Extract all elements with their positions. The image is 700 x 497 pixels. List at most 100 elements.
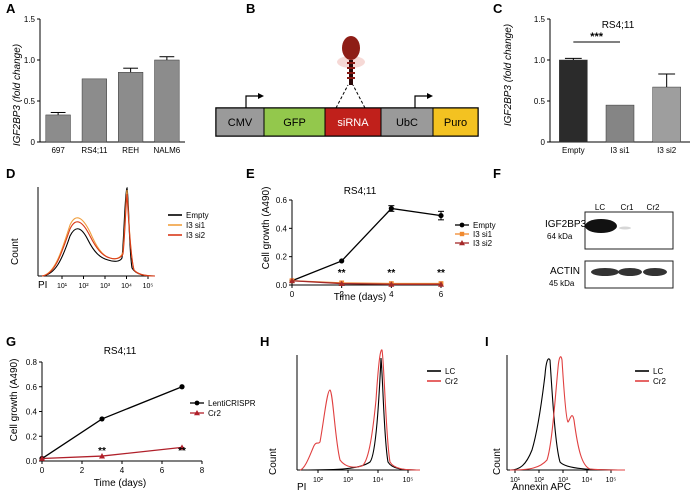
- cmv-promoter-arrow: [245, 95, 262, 108]
- panel-d-xtick-label: 10³: [100, 283, 111, 290]
- panel-e-xtick-label: 2: [339, 290, 344, 299]
- blot-row-name-1: ACTIN: [550, 266, 580, 277]
- panel-g-ytick-label: 0.8: [26, 358, 38, 367]
- panel-i-xtick-label: 10⁴: [582, 477, 593, 484]
- panel-c-significance-label: ***: [590, 31, 604, 43]
- panel-e-series-line: [291, 280, 441, 285]
- panel-d-xlabel: PI: [38, 280, 47, 291]
- panel-label-c: C: [493, 1, 503, 16]
- panel-a-ytick-label: 0: [31, 138, 36, 147]
- blot-lane-0: LC: [595, 203, 605, 212]
- ubc-promoter-arrow: [414, 95, 431, 108]
- panel-e-legend-label: I3 si1: [473, 230, 493, 239]
- band-lc-actin: [591, 268, 619, 276]
- panel-e-xlabel: Time (days): [334, 292, 386, 303]
- panel-d-xtick-label: 10¹: [57, 283, 68, 290]
- panel-c-ytick-label: 0: [541, 138, 546, 147]
- panel-label-g: G: [6, 334, 16, 349]
- panel-d-histogram-curve: [41, 193, 156, 277]
- panel-c-bar: [652, 86, 681, 143]
- panel-g-legend-label: Cr2: [208, 409, 221, 418]
- panel-i-xtick-label: 10²: [534, 477, 545, 484]
- panel-a-category-label: NALM6: [154, 146, 181, 155]
- panel-e-series-line: [291, 207, 442, 282]
- cmv-arrowhead-icon: [258, 93, 264, 99]
- panel-label-b: B: [246, 1, 255, 16]
- panel-i-xlabel: Annexin APC: [512, 482, 571, 493]
- construct-label-cmv: CMV: [228, 117, 253, 129]
- panel-e-xtick-label: 6: [439, 290, 444, 299]
- panel-g-series-line: [41, 446, 183, 460]
- panel-e-legend-label: Empty: [473, 221, 496, 230]
- panel-g-ytick-label: 0.0: [26, 457, 38, 466]
- band-cr1-actin: [618, 268, 642, 276]
- panel-e-point: [388, 205, 394, 212]
- panel-d-xtick-label: 10⁵: [143, 283, 154, 290]
- panel-e-ytick-label: 0.6: [276, 196, 288, 205]
- panel-i-legend-label: Cr2: [653, 377, 666, 386]
- panel-e-point: [438, 281, 444, 287]
- panel-i-ylabel: Count: [492, 448, 503, 475]
- panel-a-ytick-label: 0.5: [24, 97, 36, 106]
- panel-i-xtick-label: 10¹: [510, 477, 521, 484]
- band-cr2-actin: [643, 268, 667, 276]
- panel-e-point: [438, 212, 444, 219]
- panel-g-legend-marker: [194, 400, 200, 406]
- construct-label-gfp: GFP: [283, 117, 306, 129]
- panel-g-point: [179, 444, 185, 450]
- panel-h-xtick-label: 10⁴: [373, 477, 384, 484]
- construct-block-gfp: [263, 107, 326, 137]
- panel-a-bar-chart: IGF2BP3 (fold change) 0 0.5 1.0 1.5 697 RS4;1…: [12, 15, 185, 155]
- panel-c-category-label: I3 si1: [610, 146, 630, 155]
- blot-lane-1: Cr1: [621, 203, 634, 212]
- panel-e-point: [388, 281, 395, 287]
- panel-c-ytick-label: 1.5: [534, 15, 546, 24]
- panel-g-ytick-label: 0.2: [26, 432, 38, 441]
- panel-d-ylabel: Count: [10, 238, 21, 265]
- panel-h-xlabel: PI: [297, 482, 306, 493]
- panel-e-xtick-label: 0: [290, 290, 295, 299]
- panel-a-ylabel: IGF2BP3 (fold change): [12, 44, 23, 146]
- panel-c-title: RS4;11: [602, 20, 635, 31]
- panel-a-ytick-label: 1.0: [24, 56, 36, 65]
- panel-e-ytick-label: 0.4: [276, 224, 288, 233]
- panel-d-histogram-curve: [41, 186, 156, 277]
- panel-h-ylabel: Count: [268, 448, 279, 475]
- panel-h-xtick-label: 10³: [343, 477, 354, 484]
- panel-g-series-line: [41, 386, 183, 460]
- panel-g-line-chart: RS4;11 Cell growth (A490) Time (days) 0.…: [9, 346, 256, 489]
- panel-e-significance-label: **: [338, 268, 346, 279]
- blot-lane-2: Cr2: [647, 203, 660, 212]
- panel-f-western-blot: IGF2BP3 64 kDa ACTIN 45 kDa LC Cr1 Cr2: [545, 203, 674, 289]
- panel-c-bar: [559, 59, 588, 143]
- panel-e-xtick-label: 4: [389, 290, 394, 299]
- panel-h-histogram-curve: [299, 357, 421, 471]
- panel-label-i: I: [485, 334, 489, 349]
- panel-g-point: [39, 455, 45, 461]
- panel-e-ytick-label: 0.2: [276, 253, 288, 262]
- panel-g-ytick-label: 0.6: [26, 383, 38, 392]
- panel-c-ytick-label: 1.0: [534, 56, 546, 65]
- hairpin-icon: [335, 36, 366, 109]
- panel-i-xtick-label: 10³: [558, 477, 569, 484]
- panel-c-category-label: Empty: [562, 146, 585, 155]
- panel-g-legend-label: LentiCRISPR: [208, 399, 256, 408]
- panel-g-significance-label: **: [178, 446, 186, 457]
- band-cr1-igf2bp3: [619, 226, 631, 230]
- panel-h-xtick-label: 10²: [313, 477, 324, 484]
- construct-label-sirna: siRNA: [337, 117, 369, 129]
- blot-row-size-1: 45 kDa: [549, 279, 575, 288]
- construct-label-ubc: UbC: [396, 117, 418, 129]
- panel-g-xtick-label: 4: [120, 466, 125, 475]
- blot-row-size-0: 64 kDa: [547, 232, 573, 241]
- panel-e-point: [339, 258, 345, 264]
- panel-g-ylabel: Cell growth (A490): [9, 359, 20, 442]
- panel-g-title: RS4;11: [104, 346, 137, 357]
- panel-e-significance-label: **: [387, 268, 395, 279]
- panel-b-construct: CMV GFP siRNA UbC Puro: [215, 36, 479, 137]
- panel-d-legend-label: Empty: [186, 211, 209, 220]
